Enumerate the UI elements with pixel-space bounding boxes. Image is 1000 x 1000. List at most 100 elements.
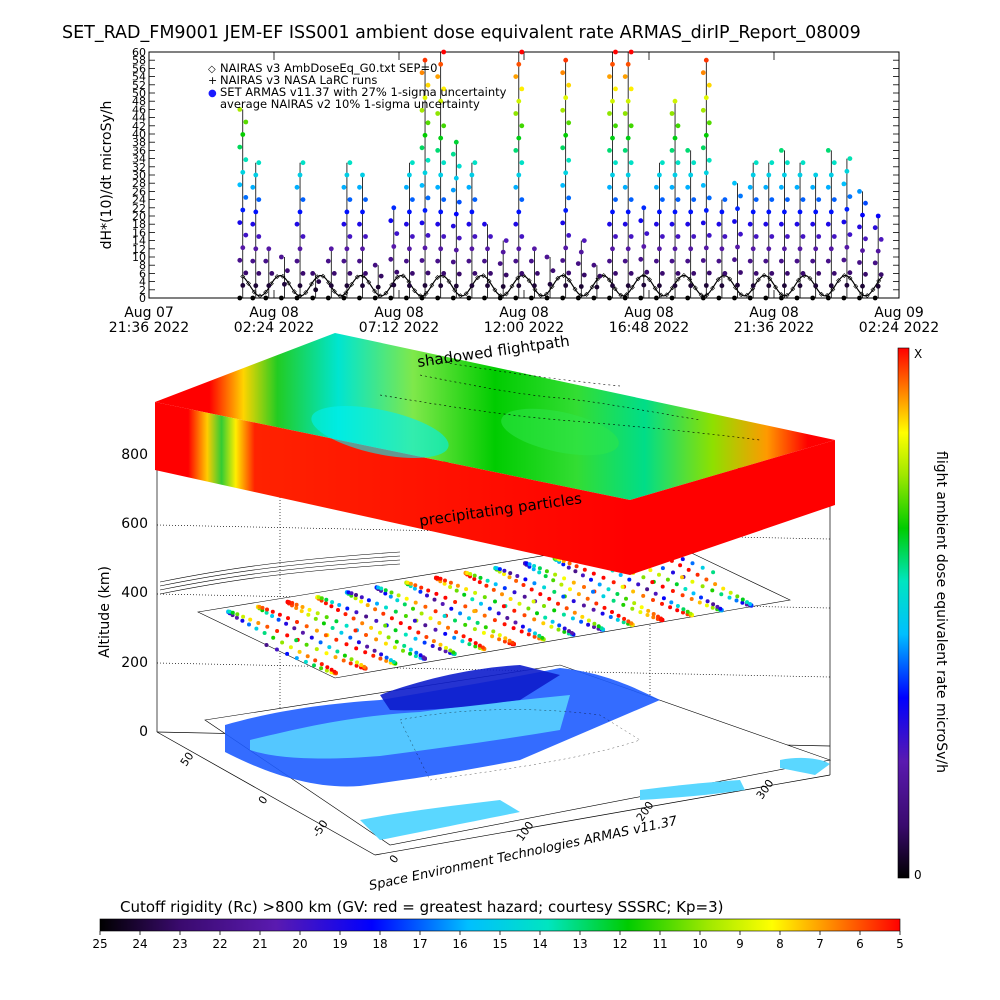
armas-point [266,246,272,252]
armas-point [388,218,394,224]
orbit-point [288,645,293,650]
orbit-point [580,614,585,619]
nairas-diamond-marker [555,275,561,281]
armas-point [732,180,737,186]
armas-point [738,193,743,199]
armas-point [785,160,790,166]
orbit-point [254,626,259,631]
orbit-point [408,581,413,586]
armas-point [419,183,425,188]
armas-point [566,157,572,163]
orbit-point [345,606,350,611]
armas-point [700,220,706,226]
orbit-point [416,630,421,635]
orbit-point [364,614,369,619]
orbit-point [543,615,548,620]
armas-point [750,246,756,252]
armas-point [516,246,522,252]
orbit-point [329,667,334,672]
orbit-point [443,631,448,636]
orbit-point [369,625,374,630]
nairas-diamond-marker [635,276,641,282]
armas-point [607,111,612,116]
armas-point [703,170,709,176]
orbit-point [481,630,486,635]
orbit-point [512,590,517,595]
nairas-diamond-marker [841,273,847,278]
orbit-point [581,603,586,608]
orbit-point [463,622,468,627]
orbit-point [290,601,295,605]
orbit-point [468,637,473,642]
y-tick-label: 2 [139,284,146,297]
armas-point [703,245,709,251]
nairas-diamond-marker [652,285,658,291]
orbit-point [341,658,346,663]
orbit-point [444,645,448,650]
orbit-point [602,605,607,610]
nairas-diamond-marker [767,276,773,282]
armas-point [404,184,409,190]
armas-point [750,209,756,215]
orbit-point [631,589,636,594]
armas-point [800,234,806,239]
orbit-point [389,590,394,595]
armas-point [622,221,628,227]
armas-point [747,295,753,301]
orbit-point [256,621,261,625]
orbit-point [502,568,507,573]
orbit-point [287,600,292,605]
armas-point [794,184,800,190]
orbit-point [616,613,621,618]
orbit-point [379,652,384,657]
armas-point [810,184,816,190]
orbit-point [636,582,641,587]
armas-point [419,107,425,113]
armas-point [466,295,472,301]
nairas-diamond-marker [761,273,767,278]
armas-point [357,221,362,227]
armas-point [735,206,740,212]
orbit-point [448,585,453,589]
armas-point [813,209,819,215]
orbit-point [718,606,723,611]
armas-point [700,183,706,188]
armas-point [816,197,822,203]
orbit-point [615,617,620,622]
armas-point [516,61,522,67]
nairas-diamond-marker [692,285,698,291]
armas-point [857,295,862,301]
armas-point [610,283,615,289]
nairas-diamond-marker [406,279,412,285]
orbit-point [337,603,342,607]
y-tick-label: 46 [132,103,146,116]
armas-point [410,234,415,239]
orbit-point [257,604,262,609]
orbit-point [467,642,472,647]
orbit-point [734,598,739,603]
orbit-point [557,623,562,628]
armas-point [394,231,400,237]
orbit-point [621,620,626,625]
armas-point [613,86,618,92]
orbit-point [478,575,483,580]
orbit-point [700,584,705,589]
cutoff-tick-label: 8 [776,937,784,951]
cutoff-tick-label: 7 [816,937,824,951]
orbit-point [512,608,517,613]
orbit-point [426,588,431,593]
orbit-point [418,589,423,594]
y-tick-label: 52 [132,79,146,92]
armas-point [422,245,428,251]
orbit-point [594,601,599,606]
armas-point [672,283,678,289]
orbit-point [403,614,408,618]
lat-tick-0: 0 [256,794,271,807]
armas-point [513,258,519,264]
orbit-point [304,624,309,629]
orbit-point [556,601,560,606]
armas-point [472,160,478,166]
orbit-point [543,574,548,579]
cutoff-tick-label: 21 [252,937,267,951]
armas-point [466,184,472,190]
